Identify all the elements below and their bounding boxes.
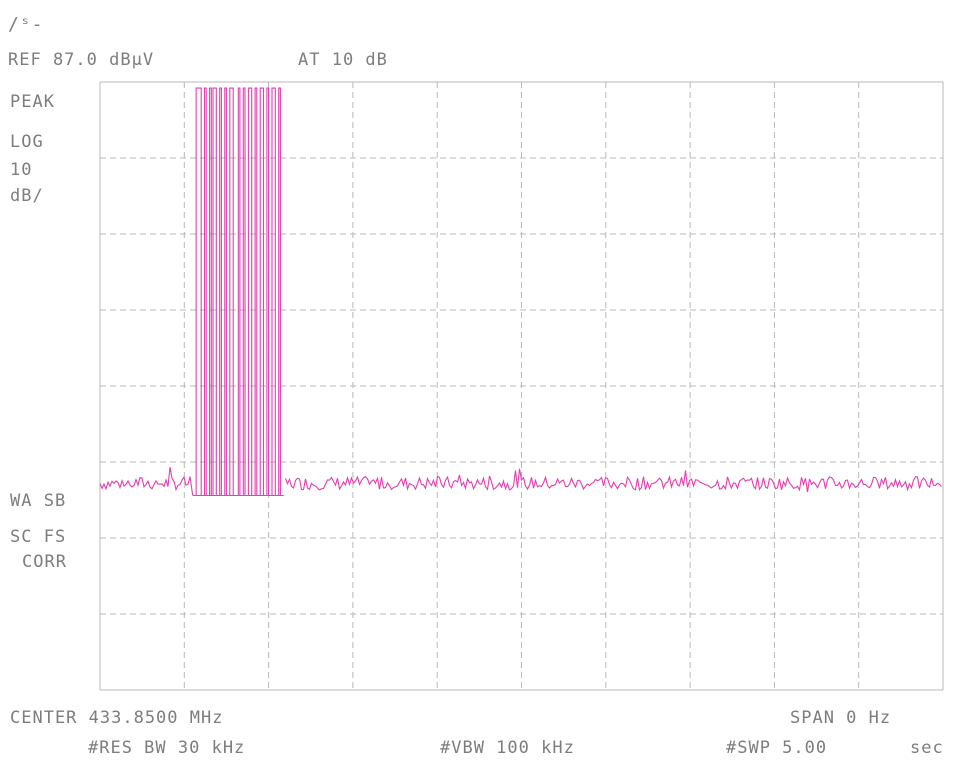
vbw-label: #VBW 100 kHz [440, 738, 575, 758]
pulse-3 [209, 87, 212, 496]
pulse-11 [254, 87, 258, 496]
graticule-grid [99, 81, 944, 691]
pulse-1 [195, 87, 202, 496]
res-bw-label: #RES BW 30 kHz [88, 738, 246, 758]
pulse-8 [237, 87, 241, 496]
scale-type-label: LOG [10, 132, 44, 152]
wa-sb-label: WA SB [10, 491, 67, 511]
pulse-12 [259, 87, 265, 496]
span-label: SPAN 0 Hz [790, 708, 892, 728]
pulse-2 [203, 87, 207, 496]
ref-level-label: REF 87.0 dBμV [8, 50, 155, 70]
pulse-4 [212, 87, 217, 496]
scale-unit-label: dB/ [10, 186, 44, 206]
attenuation-label: AT 10 dB [298, 50, 388, 70]
corr-label: CORR [22, 552, 67, 572]
pulse-6 [224, 87, 227, 496]
sweep-time-label: #SWP 5.00 [726, 738, 828, 758]
pulse-14 [271, 87, 276, 496]
scale-value-label: 10 [10, 160, 33, 180]
logo-mark: /ˢ‐ [8, 14, 44, 35]
signal-trace [99, 467, 942, 496]
pulse-9 [242, 87, 246, 496]
sweep-unit-label: sec [910, 738, 944, 758]
pulse-7 [229, 87, 234, 496]
pulse-burst [192, 87, 284, 496]
pulse-15 [278, 87, 281, 496]
pulse-10 [247, 87, 253, 496]
detector-mode-label: PEAK [10, 92, 55, 112]
pulse-13 [266, 87, 270, 496]
pulse-5 [219, 87, 222, 496]
sc-fs-label: SC FS [10, 527, 67, 547]
center-frequency-label: CENTER 433.8500 MHz [10, 708, 224, 728]
